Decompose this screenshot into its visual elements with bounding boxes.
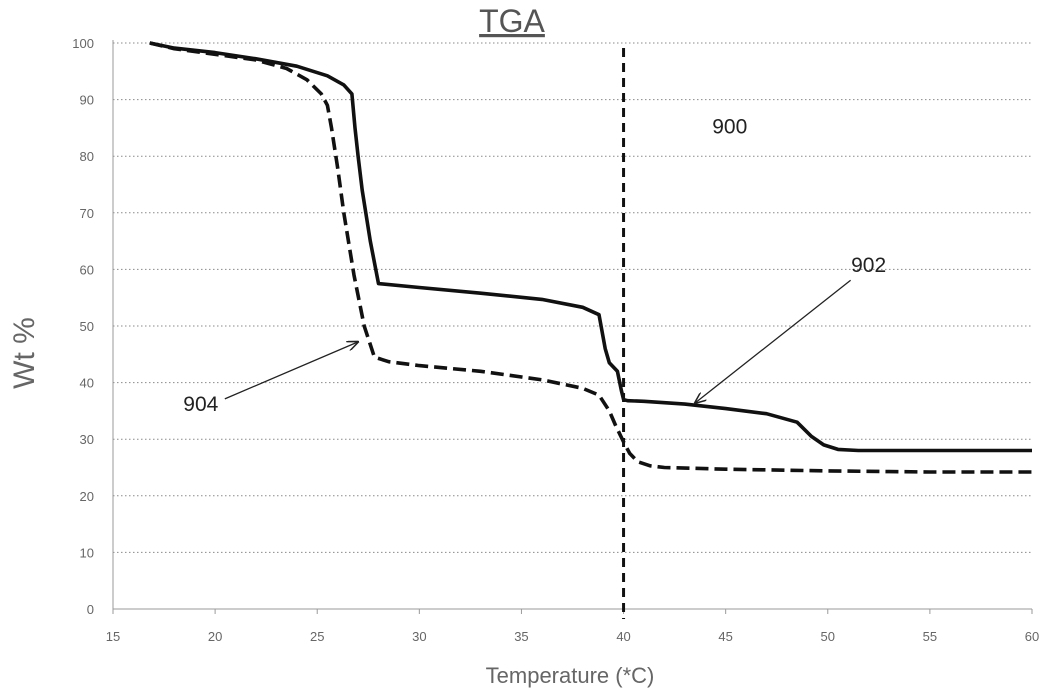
y-tick-label-100: 100 bbox=[72, 36, 94, 51]
grid-layer bbox=[113, 43, 1032, 552]
x-tick-label-25: 25 bbox=[310, 629, 324, 644]
y-axis-title: Wt % bbox=[8, 317, 41, 389]
x-tick-label-60: 60 bbox=[1025, 629, 1039, 644]
annotation-label-902: 902 bbox=[851, 254, 886, 277]
x-axis-title: Temperature (*C) bbox=[486, 663, 655, 688]
y-tick-label-70: 70 bbox=[80, 206, 94, 221]
y-tick-label-50: 50 bbox=[80, 319, 94, 334]
annotation-arrow-904 bbox=[225, 342, 358, 399]
x-tick-label-40: 40 bbox=[616, 629, 630, 644]
annotation-layer: 900 902 904 bbox=[183, 116, 886, 416]
x-tick-label-35: 35 bbox=[514, 629, 528, 644]
y-tick-label-0: 0 bbox=[87, 602, 94, 617]
x-tick-label-45: 45 bbox=[718, 629, 732, 644]
x-tick-label-55: 55 bbox=[923, 629, 937, 644]
x-tick-label-15: 15 bbox=[106, 629, 120, 644]
x-tick-label-30: 30 bbox=[412, 629, 426, 644]
y-tick-label-20: 20 bbox=[80, 489, 94, 504]
annotation-arrow-902 bbox=[695, 280, 851, 403]
series-layer bbox=[150, 43, 1032, 619]
x-tick-label-20: 20 bbox=[208, 629, 222, 644]
annotation-label-900: 900 bbox=[712, 116, 747, 139]
y-tick-label-10: 10 bbox=[80, 545, 94, 560]
y-tick-label-90: 90 bbox=[80, 93, 94, 108]
y-tick-label-30: 30 bbox=[80, 432, 94, 447]
series-line-dashed bbox=[150, 43, 1032, 472]
y-tick-label-40: 40 bbox=[80, 376, 94, 391]
annotation-label-904: 904 bbox=[183, 393, 218, 416]
y-tick-label-60: 60 bbox=[80, 262, 94, 277]
y-tick-label-80: 80 bbox=[80, 149, 94, 164]
chart-title: TGA bbox=[479, 3, 545, 39]
series-line-solid bbox=[150, 43, 1032, 451]
x-tick-label-50: 50 bbox=[821, 629, 835, 644]
